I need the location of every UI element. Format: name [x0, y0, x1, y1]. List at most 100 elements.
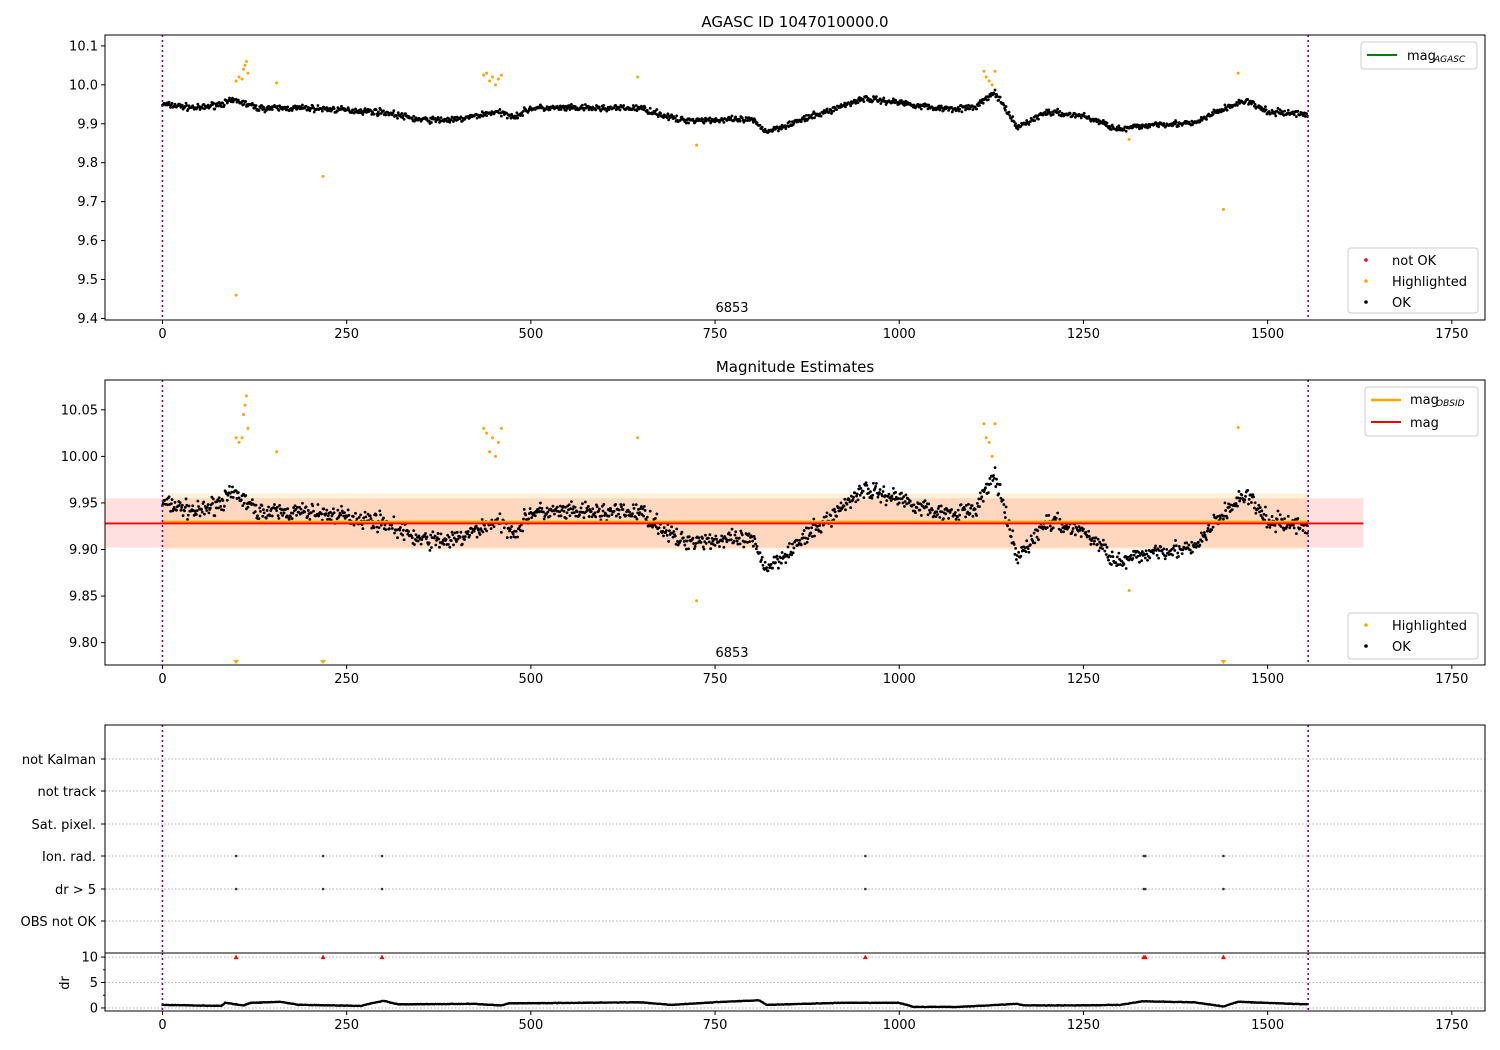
ok-point — [755, 121, 759, 125]
ok-point — [575, 510, 579, 514]
x-tick-label: 1750 — [1435, 327, 1468, 342]
ok-point — [463, 538, 466, 541]
ok-point — [299, 507, 303, 511]
ok-point — [1225, 516, 1229, 520]
ok-point — [763, 127, 767, 131]
ok-point — [975, 107, 979, 111]
ok-point — [1292, 113, 1296, 116]
ok-point — [927, 103, 931, 107]
ok-point — [253, 106, 257, 110]
ok-point — [485, 114, 489, 118]
ok-point — [1264, 513, 1268, 517]
ok-point — [936, 107, 939, 111]
ok-point — [1056, 511, 1060, 515]
axes-frame — [104, 379, 1486, 666]
ok-point — [1252, 506, 1256, 510]
ok-point — [1177, 124, 1180, 128]
highlighted-point — [984, 75, 988, 79]
ok-point — [316, 104, 320, 107]
ok-point — [1279, 112, 1283, 116]
ok-point — [662, 534, 665, 538]
ok-point — [167, 495, 171, 499]
ok-point — [1004, 105, 1008, 108]
ok-point — [578, 513, 581, 517]
ok-point — [1047, 108, 1051, 112]
ok-point — [1204, 536, 1208, 539]
ok-point — [451, 533, 455, 537]
ok-point — [261, 514, 265, 518]
ok-point — [1238, 496, 1242, 500]
ok-point — [498, 512, 502, 516]
ok-point — [944, 512, 948, 516]
ok-point — [1205, 117, 1208, 121]
ok-point — [1047, 513, 1051, 517]
ok-point — [402, 538, 406, 542]
highlighted-point — [499, 73, 503, 77]
ok-point — [559, 514, 563, 518]
ok-point — [1202, 531, 1206, 534]
ok-point — [1146, 558, 1149, 562]
ok-point — [332, 511, 336, 515]
ok-point — [364, 515, 368, 519]
ok-point — [1040, 525, 1044, 528]
ok-point — [1117, 551, 1121, 555]
ok-point — [235, 497, 239, 500]
ok-point — [173, 500, 177, 504]
ok-point — [273, 503, 276, 506]
ok-point — [786, 545, 790, 549]
ok-point — [198, 108, 202, 111]
ok-point — [995, 94, 999, 98]
highlighted-point — [987, 440, 991, 444]
ok-point — [200, 508, 203, 511]
ok-point — [416, 539, 420, 543]
y-tick-label: 10.00 — [61, 450, 98, 465]
ok-point — [429, 546, 433, 549]
ok-point — [643, 509, 647, 512]
ok-point — [351, 515, 355, 518]
ok-point — [178, 503, 181, 507]
ok-point — [186, 513, 190, 517]
ok-point — [958, 107, 962, 111]
ok-point — [763, 560, 767, 564]
ok-point — [971, 108, 975, 112]
ok-point — [259, 509, 262, 513]
ok-point — [1264, 105, 1267, 109]
ok-point — [583, 500, 587, 504]
ok-point — [324, 512, 328, 515]
ok-point — [864, 481, 868, 485]
ok-point — [217, 104, 220, 108]
ok-point — [548, 514, 552, 518]
ok-point — [1025, 119, 1029, 122]
ok-point — [1236, 504, 1239, 508]
ok-point — [670, 113, 673, 117]
ok-point — [738, 542, 742, 546]
ok-point — [875, 481, 878, 485]
ok-point — [1116, 563, 1120, 567]
ok-point — [1144, 549, 1148, 553]
ok-point — [1109, 555, 1113, 558]
clipped-marker — [320, 954, 326, 960]
ok-point — [865, 483, 869, 487]
ok-point — [1124, 129, 1128, 133]
highlighted-point — [482, 426, 486, 430]
ok-point — [639, 505, 643, 508]
ok-point — [222, 508, 226, 512]
ok-point — [169, 105, 172, 109]
ok-point — [699, 540, 703, 544]
ok-point — [1171, 546, 1175, 550]
ok-point — [478, 533, 482, 536]
ok-point — [851, 498, 855, 502]
ok-point — [987, 98, 990, 102]
ok-point — [270, 108, 274, 111]
ok-point — [1051, 526, 1055, 530]
ok-point — [885, 499, 889, 503]
ok-point — [1185, 541, 1189, 545]
ok-point — [264, 516, 268, 520]
ok-point — [306, 509, 310, 512]
ok-point — [1292, 526, 1296, 530]
ok-point — [617, 512, 620, 516]
below-range-marker — [233, 660, 240, 664]
ok-point — [862, 496, 866, 500]
ok-point — [818, 524, 822, 527]
ok-point — [934, 515, 938, 519]
